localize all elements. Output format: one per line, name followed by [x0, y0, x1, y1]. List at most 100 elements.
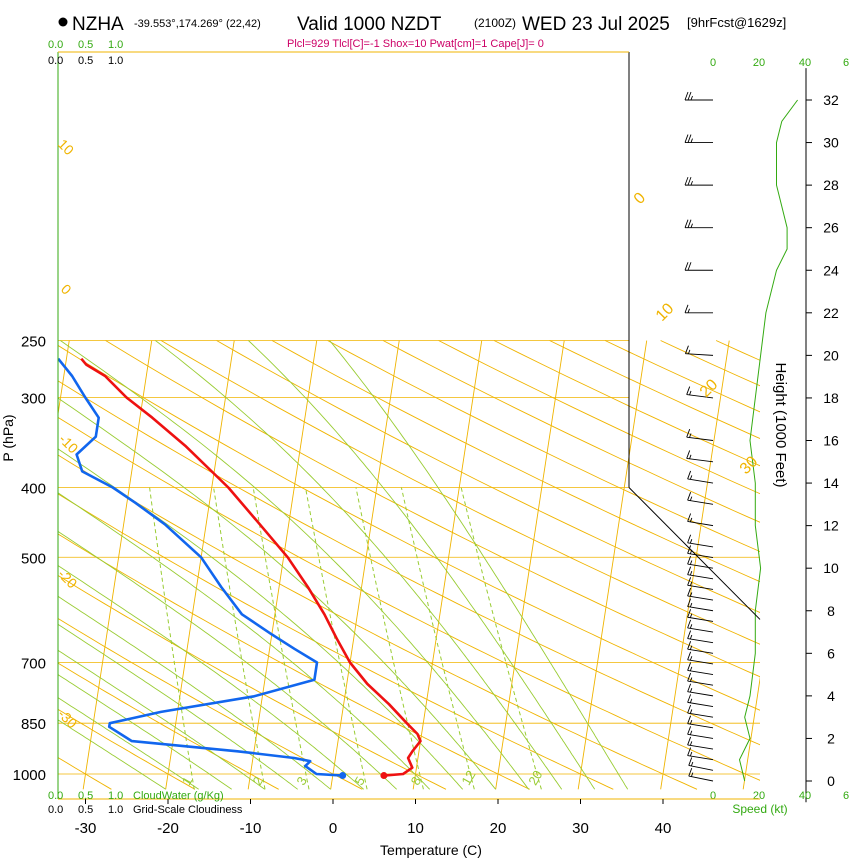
speed-bottom-label: 40: [799, 790, 811, 802]
wind-barb-half: [689, 719, 693, 725]
wind-barb-flag: [687, 587, 692, 597]
mixing-ratio-label: 1: [179, 774, 196, 788]
speed-top-label: 6: [843, 57, 849, 69]
dry-adiabat-line: [160, 340, 760, 790]
mixing-ratio-label: 8: [408, 774, 425, 788]
wind-barb-half: [689, 613, 693, 618]
wind-barb-staff: [687, 584, 714, 590]
wind-barb-staff: [687, 606, 714, 612]
wind-barb-staff: [688, 765, 714, 771]
wind-barb-flag: [687, 630, 692, 639]
isotherm-line: [247, 340, 318, 790]
wind-barb-flag: [687, 641, 692, 650]
wind-barb-flag: [687, 619, 692, 629]
isotherm-label: 0: [631, 189, 649, 207]
wind-barb-half: [689, 560, 693, 565]
wind-barb-half: [689, 677, 693, 682]
height-tick-label: 4: [827, 688, 835, 704]
isotherm-line: [742, 340, 760, 790]
isotherm-line: [495, 340, 565, 790]
station-marker-icon: [58, 17, 68, 27]
wind-barb-half: [689, 602, 693, 608]
wind-barb-flag: [687, 736, 692, 746]
isotherm-label: 10: [653, 300, 678, 325]
wind-barb-staff: [687, 723, 714, 729]
wind-barb-flag: [687, 566, 692, 575]
height-tick-label: 6: [827, 645, 835, 661]
wind-barb-staff: [687, 638, 714, 644]
dry-adiabat-line: [660, 340, 760, 790]
wind-barb-half: [689, 454, 692, 459]
dry-adiabat-label: -20: [55, 566, 81, 592]
wind-barb-half: [689, 741, 693, 746]
utc-label: (2100Z): [474, 16, 516, 30]
height-axis-title: Height (1000 Feet): [772, 362, 789, 487]
wind-barb-half: [689, 539, 693, 544]
x-tick-label: 30: [572, 820, 589, 837]
bottom-scale-1-0: 0.0: [48, 790, 63, 802]
wind-barb-flag: [687, 219, 692, 228]
top-scale-1-1: 0.5: [78, 39, 93, 51]
wind-barb-flag: [687, 555, 692, 565]
p-tick-label: 500: [21, 550, 46, 567]
wind-barb-staff: [687, 616, 714, 622]
wind-barb-staff: [686, 436, 714, 441]
wind-barb-staff: [687, 521, 714, 527]
moist-adiabat-line: [58, 340, 431, 790]
moist-adiabat-line: [58, 340, 298, 790]
wind-barb-half: [689, 751, 693, 757]
wind-barb-half: [689, 624, 693, 629]
wind-barb-staff: [687, 627, 714, 633]
wind-barb-half: [689, 666, 693, 672]
wind-barb-staff: [687, 659, 714, 665]
wind-barb-flag: [685, 345, 689, 354]
x-axis-title: Temperature (C): [380, 842, 482, 858]
speed-axis-title: Speed (kt): [732, 802, 787, 816]
height-tick-label: 18: [823, 390, 839, 406]
mixing-ratio-label: 20: [525, 768, 545, 788]
dry-adiabat-line: [58, 340, 112, 790]
bottom-scale-2-0: 0.0: [48, 804, 63, 816]
wind-barb-flag: [687, 492, 692, 501]
mixing-ratio-line: [355, 487, 424, 790]
bottom-scale-2-2: 1.0: [108, 804, 123, 816]
wind-barb-flag: [687, 651, 692, 660]
wind-barb-flag: [688, 757, 693, 766]
top-scale-2-2: 1.0: [108, 55, 123, 67]
wind-barb-flag: [687, 545, 692, 554]
x-tick-label: 0: [329, 820, 337, 837]
wind-barb-flag: [684, 91, 689, 101]
wind-barb-staff: [686, 457, 714, 463]
x-tick-label: -10: [240, 820, 262, 837]
temperature-line: [80, 357, 422, 777]
wind-barb-staff: [687, 701, 714, 707]
moist-adiabat-line: [248, 340, 596, 790]
speed-top-label: 40: [799, 57, 811, 69]
wind-barb-half: [690, 180, 693, 186]
mixing-ratio-line: [460, 487, 542, 790]
wind-barb-flag: [684, 134, 689, 143]
x-tick-label: -20: [157, 820, 179, 837]
moist-adiabat-line: [58, 340, 464, 790]
mixing-ratio-label: 2: [250, 774, 267, 788]
bottom-scale-1-1: 0.5: [78, 790, 93, 802]
wind-barb-staff: [687, 744, 714, 750]
moist-adiabat-line: [58, 340, 364, 790]
wind-barb-half: [690, 138, 693, 143]
wind-barb-staff: [687, 542, 714, 548]
height-tick-label: 10: [823, 560, 839, 576]
moist-adiabat-line: [58, 340, 398, 790]
bottom-scale-2-1: 0.5: [78, 804, 93, 816]
moist-adiabat-line: [58, 340, 166, 790]
wind-barb-flag: [687, 662, 692, 671]
dry-adiabat-line: [58, 340, 760, 790]
wind-barb-staff: [687, 552, 714, 558]
wind-barb-half: [689, 634, 693, 640]
p-tick-label: 300: [21, 391, 46, 408]
wind-barb-staff: [687, 691, 714, 697]
wind-barb-flag: [686, 450, 691, 459]
wind-barb-staff: [687, 733, 714, 739]
mixing-ratio-line: [252, 487, 310, 790]
dry-adiabat-line: [58, 340, 196, 790]
speed-top-label: 0: [710, 57, 716, 69]
